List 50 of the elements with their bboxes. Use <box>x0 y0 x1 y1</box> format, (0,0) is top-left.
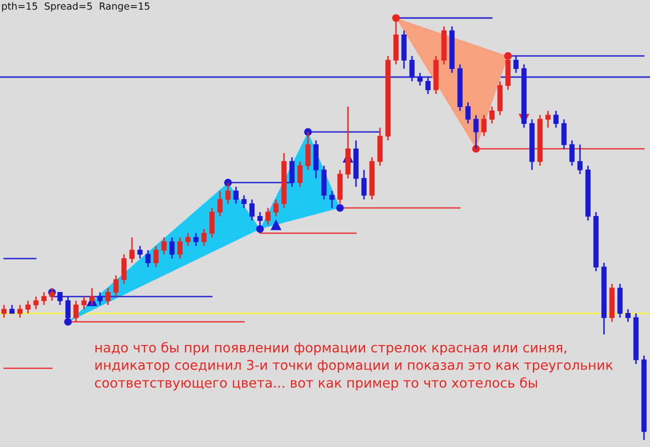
candlestick <box>185 232 191 247</box>
candlestick <box>217 190 223 218</box>
candlestick <box>209 207 215 238</box>
annotation: надо что бы при появлении формации стрелок красная или синяя, индикатор соединил 3-и точки формации и показал это как треугольник соответствующего цвета... вот как пример то что хотелось бы <box>94 342 613 390</box>
text: pth=15 Spread=5 Range=15 <box>2 2 150 12</box>
candlestick <box>417 72 423 86</box>
candlestick <box>481 114 487 137</box>
candlestick <box>201 228 207 247</box>
candlestick <box>25 300 31 314</box>
candlestick <box>137 245 143 260</box>
candlestick <box>129 236 135 264</box>
candlestick <box>425 76 431 95</box>
candlestick <box>145 249 151 268</box>
candlestick <box>465 102 471 124</box>
candlestick <box>297 160 303 188</box>
candlestick <box>553 110 559 128</box>
candlestick <box>1 304 7 318</box>
candlestick <box>81 296 87 310</box>
candlestick <box>577 144 583 175</box>
candlestick <box>105 287 111 306</box>
candlestick <box>561 118 567 150</box>
candlestick <box>569 140 575 166</box>
candlestick <box>289 156 295 188</box>
candlestick <box>513 55 519 74</box>
candlestick <box>545 110 551 128</box>
candlestick <box>329 190 335 209</box>
candlestick <box>161 236 167 256</box>
candlestick <box>249 198 255 222</box>
candlestick <box>273 198 279 218</box>
candlestick <box>233 186 239 204</box>
candlestick <box>265 207 271 226</box>
candlestick <box>17 304 23 318</box>
candlestick <box>193 232 199 247</box>
candlestick <box>153 245 159 268</box>
candlestick <box>73 300 79 323</box>
candlestick <box>361 169 367 200</box>
candlestick <box>177 236 183 260</box>
candlestick <box>121 254 127 285</box>
candlestick <box>409 55 415 82</box>
candlestick <box>169 236 175 260</box>
candlestick <box>33 296 39 310</box>
point <box>336 204 344 212</box>
candlestick <box>89 287 95 306</box>
candlestick <box>97 292 103 306</box>
candlestick <box>625 308 631 323</box>
candlestick <box>489 106 495 124</box>
candlestick <box>113 274 119 298</box>
candlestick <box>41 292 47 306</box>
point <box>270 219 282 230</box>
candlestick <box>241 194 247 209</box>
